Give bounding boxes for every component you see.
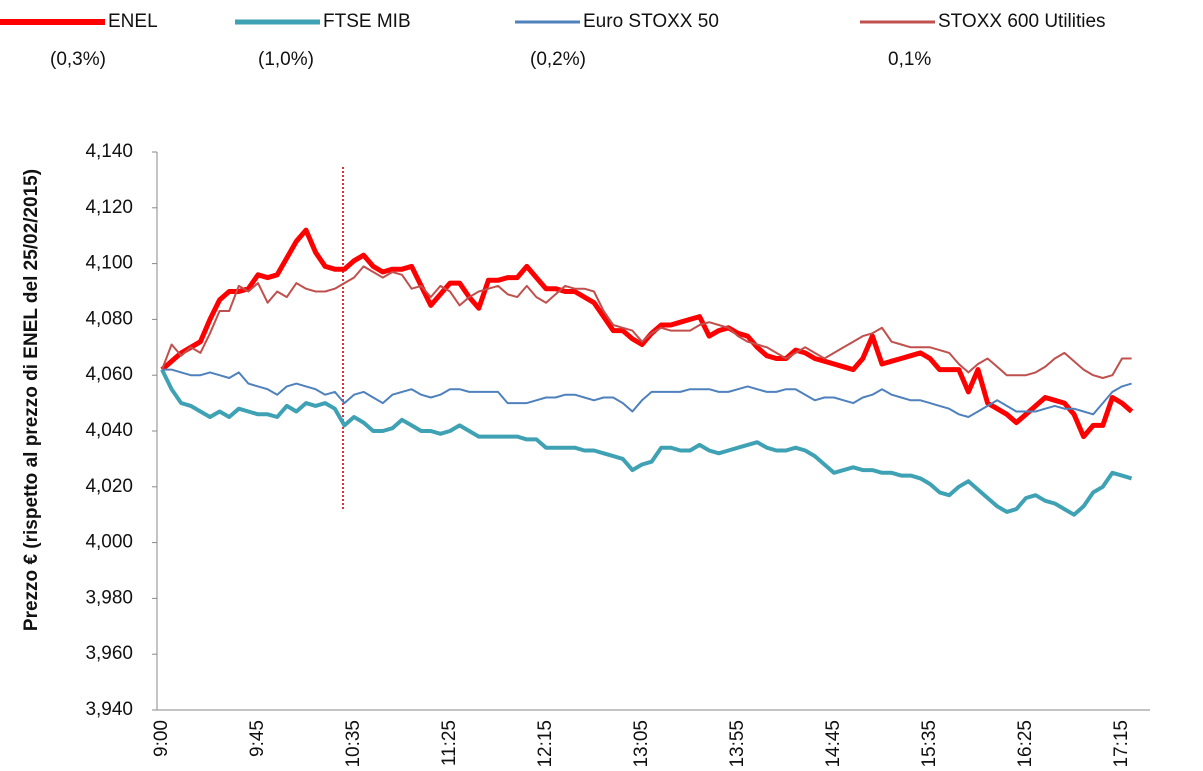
legend-label: ENEL (108, 11, 158, 32)
legend-label: Euro STOXX 50 (583, 11, 719, 32)
series-line (160, 227, 1134, 440)
legend-note: 0,1% (888, 49, 931, 70)
y-tick-label: 3,940 (85, 699, 133, 720)
x-tick-label: 15:35 (919, 720, 940, 768)
series-line (162, 368, 1132, 418)
x-tick-label: 17:15 (1111, 720, 1132, 768)
x-tick-label: 10:35 (343, 720, 364, 768)
series-line (161, 265, 1132, 379)
x-tick-label: 11:25 (439, 720, 460, 766)
y-tick-label: 3,980 (85, 587, 133, 608)
x-tick-label: 14:45 (823, 720, 844, 768)
y-tick-label: 4,120 (85, 197, 133, 218)
y-tick-label: 4,020 (85, 476, 133, 497)
x-tick-label: 12:15 (535, 720, 556, 768)
series-line (160, 368, 1133, 517)
y-tick-label: 4,100 (85, 253, 133, 274)
x-tick-label: 16:25 (1015, 720, 1036, 768)
y-tick-label: 4,080 (85, 308, 133, 329)
x-tick-label: 13:05 (631, 720, 652, 768)
legend-note: (1,0%) (258, 49, 314, 70)
y-tick-label: 4,000 (85, 532, 133, 553)
y-tick-label: 4,060 (85, 364, 133, 385)
y-axis-title: Prezzo € (rispetto al prezzo di ENEL del… (21, 169, 42, 631)
x-tick-label: 9:45 (247, 720, 268, 757)
legend-note: (0,3%) (50, 49, 106, 70)
y-tick-label: 3,960 (85, 643, 133, 664)
legend-label: FTSE MIB (323, 11, 411, 32)
y-tick-label: 4,040 (85, 420, 133, 441)
legend-label: STOXX 600 Utilities (938, 11, 1106, 32)
legend-note: (0,2%) (530, 49, 586, 70)
x-tick-label: 13:55 (727, 720, 748, 768)
y-tick-label: 4,140 (85, 141, 133, 162)
x-tick-label: 9:00 (151, 720, 172, 757)
